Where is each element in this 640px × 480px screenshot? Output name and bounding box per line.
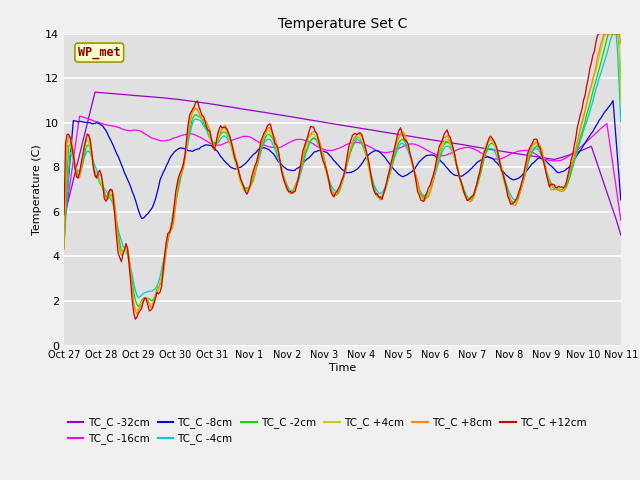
Legend: TC_C -32cm, TC_C -16cm, TC_C -8cm, TC_C -4cm, TC_C -2cm, TC_C +4cm, TC_C +8cm, T: TC_C -32cm, TC_C -16cm, TC_C -8cm, TC_C … bbox=[63, 413, 591, 449]
X-axis label: Time: Time bbox=[329, 363, 356, 373]
Text: WP_met: WP_met bbox=[78, 46, 121, 59]
Y-axis label: Temperature (C): Temperature (C) bbox=[32, 144, 42, 235]
Title: Temperature Set C: Temperature Set C bbox=[278, 17, 407, 31]
